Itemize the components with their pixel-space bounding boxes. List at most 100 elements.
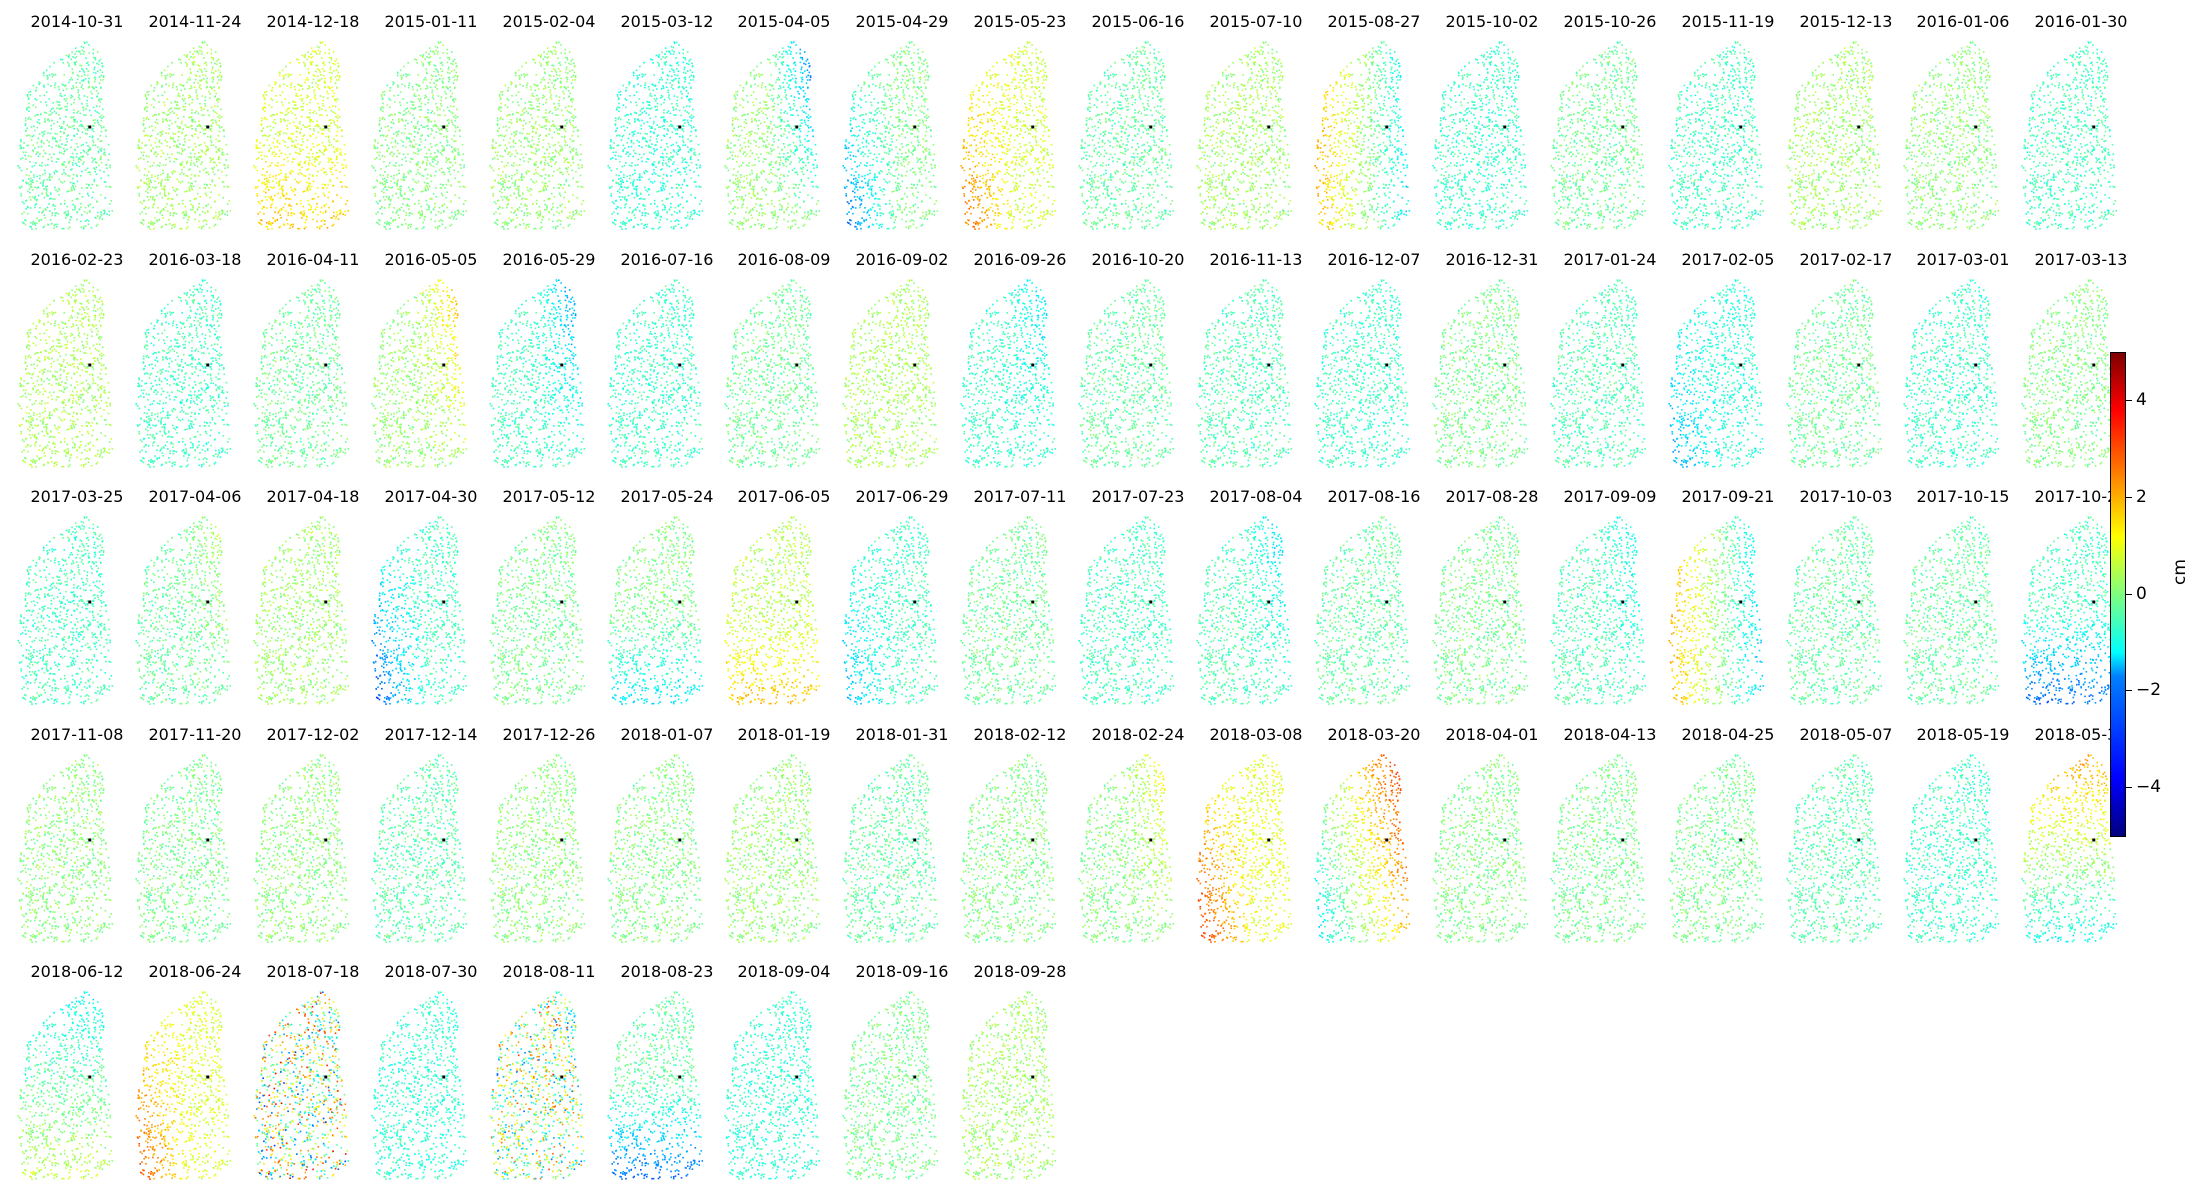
colorbar-tick-label: −4 [2136, 777, 2161, 797]
panel-date-title: 2015-02-04 [484, 12, 614, 31]
map-panel: 2018-03-20 [1309, 725, 1427, 945]
map-panel: 2017-07-23 [1073, 487, 1191, 707]
displacement-scatter [366, 515, 471, 705]
displacement-scatter [602, 278, 707, 468]
colorbar-tick [2126, 690, 2132, 691]
map-panel: 2015-01-11 [366, 12, 484, 232]
panel-date-title: 2018-05-31 [2016, 725, 2146, 744]
panel-date-title: 2017-07-23 [1073, 487, 1203, 506]
colorbar-tick [2126, 400, 2132, 401]
map-panel: 2018-04-25 [1663, 725, 1781, 945]
map-panel: 2016-05-29 [484, 250, 602, 470]
displacement-scatter [484, 990, 589, 1180]
displacement-scatter [1545, 278, 1650, 468]
displacement-scatter [12, 40, 117, 230]
panel-date-title: 2017-10-15 [1898, 487, 2028, 506]
displacement-scatter [1781, 278, 1886, 468]
displacement-scatter [837, 278, 942, 468]
panel-date-title: 2018-04-25 [1663, 725, 1793, 744]
panel-date-title: 2016-03-18 [130, 250, 260, 269]
panel-date-title: 2014-11-24 [130, 12, 260, 31]
panel-date-title: 2016-12-07 [1309, 250, 1439, 269]
displacement-scatter [130, 515, 235, 705]
map-panel: 2015-02-04 [484, 12, 602, 232]
map-panel: 2015-10-02 [1427, 12, 1545, 232]
map-panel: 2017-10-03 [1781, 487, 1899, 707]
displacement-scatter [248, 753, 353, 943]
panel-date-title: 2017-12-26 [484, 725, 614, 744]
panel-date-title: 2017-02-17 [1781, 250, 1911, 269]
map-panel: 2015-10-26 [1545, 12, 1663, 232]
map-panel: 2015-04-29 [837, 12, 955, 232]
panel-date-title: 2016-10-20 [1073, 250, 1203, 269]
map-panel: 2018-08-23 [602, 962, 720, 1182]
panel-date-title: 2018-04-13 [1545, 725, 1675, 744]
displacement-scatter [1191, 753, 1296, 943]
map-panel: 2017-03-01 [1898, 250, 2016, 470]
panel-date-title: 2017-09-09 [1545, 487, 1675, 506]
displacement-scatter [130, 278, 235, 468]
panel-date-title: 2018-05-19 [1898, 725, 2028, 744]
displacement-scatter [1191, 40, 1296, 230]
displacement-scatter [2016, 40, 2121, 230]
displacement-scatter [955, 753, 1060, 943]
panel-date-title: 2016-07-16 [602, 250, 732, 269]
panel-date-title: 2016-09-26 [955, 250, 1085, 269]
map-panel: 2017-09-21 [1663, 487, 1781, 707]
panel-date-title: 2017-06-29 [837, 487, 967, 506]
panel-date-title: 2016-04-11 [248, 250, 378, 269]
map-panel: 2016-07-16 [602, 250, 720, 470]
displacement-scatter [1309, 40, 1414, 230]
map-panel: 2016-12-31 [1427, 250, 1545, 470]
map-panel: 2016-09-02 [837, 250, 955, 470]
displacement-scatter [1427, 753, 1532, 943]
map-panel: 2017-07-11 [955, 487, 1073, 707]
map-panel: 2017-06-05 [719, 487, 837, 707]
displacement-scatter [1309, 515, 1414, 705]
colorbar [2110, 352, 2126, 837]
displacement-scatter [1663, 40, 1768, 230]
displacement-scatter [602, 40, 707, 230]
map-panel: 2017-02-05 [1663, 250, 1781, 470]
displacement-scatter [1073, 753, 1178, 943]
panel-date-title: 2016-05-05 [366, 250, 496, 269]
map-panel: 2014-10-31 [12, 12, 130, 232]
displacement-scatter [1191, 515, 1296, 705]
displacement-scatter [1073, 40, 1178, 230]
displacement-scatter [955, 40, 1060, 230]
panel-date-title: 2014-10-31 [12, 12, 142, 31]
displacement-scatter [12, 990, 117, 1180]
panel-date-title: 2018-06-24 [130, 962, 260, 981]
panel-date-title: 2018-07-18 [248, 962, 378, 981]
panel-date-title: 2017-12-14 [366, 725, 496, 744]
displacement-scatter [719, 278, 824, 468]
displacement-scatter [1191, 278, 1296, 468]
colorbar-tick-label: 0 [2136, 584, 2147, 604]
displacement-scatter [1898, 40, 2003, 230]
displacement-scatter [248, 515, 353, 705]
displacement-scatter [2016, 753, 2121, 943]
displacement-scatter [1898, 753, 2003, 943]
panel-date-title: 2016-02-23 [12, 250, 142, 269]
panel-date-title: 2016-09-02 [837, 250, 967, 269]
displacement-scatter [837, 515, 942, 705]
panel-date-title: 2017-05-12 [484, 487, 614, 506]
displacement-scatter [12, 278, 117, 468]
panel-date-title: 2017-12-02 [248, 725, 378, 744]
map-panel: 2017-04-06 [130, 487, 248, 707]
panel-date-title: 2018-09-04 [719, 962, 849, 981]
panel-date-title: 2015-05-23 [955, 12, 1085, 31]
displacement-scatter [1545, 40, 1650, 230]
displacement-scatter [366, 40, 471, 230]
displacement-scatter [1427, 515, 1532, 705]
panel-date-title: 2016-01-06 [1898, 12, 2028, 31]
displacement-scatter [248, 990, 353, 1180]
colorbar-tick [2126, 787, 2132, 788]
map-panel: 2018-07-30 [366, 962, 484, 1182]
map-panel: 2016-04-11 [248, 250, 366, 470]
panel-date-title: 2018-08-11 [484, 962, 614, 981]
map-panel: 2018-06-12 [12, 962, 130, 1182]
panel-date-title: 2017-04-06 [130, 487, 260, 506]
displacement-scatter [1781, 753, 1886, 943]
